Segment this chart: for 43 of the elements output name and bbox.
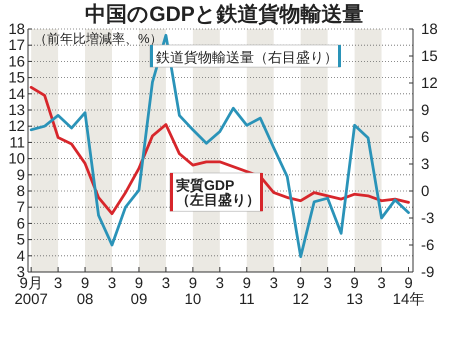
y2-tick-label: 18 xyxy=(421,21,438,38)
x-tick-label: 3 xyxy=(54,275,62,292)
x-tick-label: 9 09 xyxy=(130,275,148,308)
y-tick-label: 16 xyxy=(8,53,25,70)
x-tick-label: 3 xyxy=(270,275,278,292)
y-tick-label: 18 xyxy=(8,21,25,38)
line-series xyxy=(30,86,410,216)
y2-tick-label: 6 xyxy=(421,129,430,146)
y-tick-label: 13 xyxy=(8,102,25,119)
y-tick-label: 5 xyxy=(16,232,25,249)
legend-label: 鉄道貨物輸送量（右目盛り） xyxy=(156,49,338,65)
y-tick-label: 17 xyxy=(8,37,25,54)
y2-tick-label: 3 xyxy=(421,156,430,173)
x-tick-label: 9 12 xyxy=(292,275,310,308)
y2-tick-label: -6 xyxy=(421,237,434,254)
y-axis-title: （前年比増減率、%） xyxy=(34,31,163,46)
x-tick-label: 3 xyxy=(162,275,170,292)
line-series xyxy=(30,34,410,258)
x-tick-label: 9 08 xyxy=(76,275,94,308)
y2-tick-label: 9 xyxy=(421,102,430,119)
y-tick-label: 11 xyxy=(9,134,25,152)
x-tick-label: 9 13 xyxy=(346,275,363,308)
x-tick-label: 3 xyxy=(377,275,386,292)
x-tick-label: 9 10 xyxy=(184,275,202,308)
y-tick-label: 14 xyxy=(8,86,25,103)
x-tick-label: 3 xyxy=(216,275,224,292)
y-tick-label: 9 xyxy=(16,166,25,184)
x-tick-label: 3 xyxy=(108,275,116,292)
chart-title: 中国のGDPと鉄道貨物輸送量 xyxy=(85,3,364,26)
y-tick-label: 10 xyxy=(8,150,25,168)
y2-tick-label: -3 xyxy=(421,210,434,227)
x-tick-label: 3 xyxy=(323,275,332,292)
y-tick-label: 8 xyxy=(16,183,25,200)
y-tick-label: 12 xyxy=(8,118,25,136)
x-tick-label: 9 11 xyxy=(238,275,255,308)
y-tick-label: 4 xyxy=(16,248,25,265)
y-tick-label: 15 xyxy=(8,70,25,87)
y-tick-label: 7 xyxy=(16,199,25,216)
y2-tick-label: 12 xyxy=(421,75,438,92)
y2-tick-label: 0 xyxy=(421,183,430,200)
y-tick-label: 6 xyxy=(16,215,25,232)
y2-tick-label: 15 xyxy=(421,48,438,65)
series-label: 実質GDP （左目盛り） xyxy=(176,177,260,208)
